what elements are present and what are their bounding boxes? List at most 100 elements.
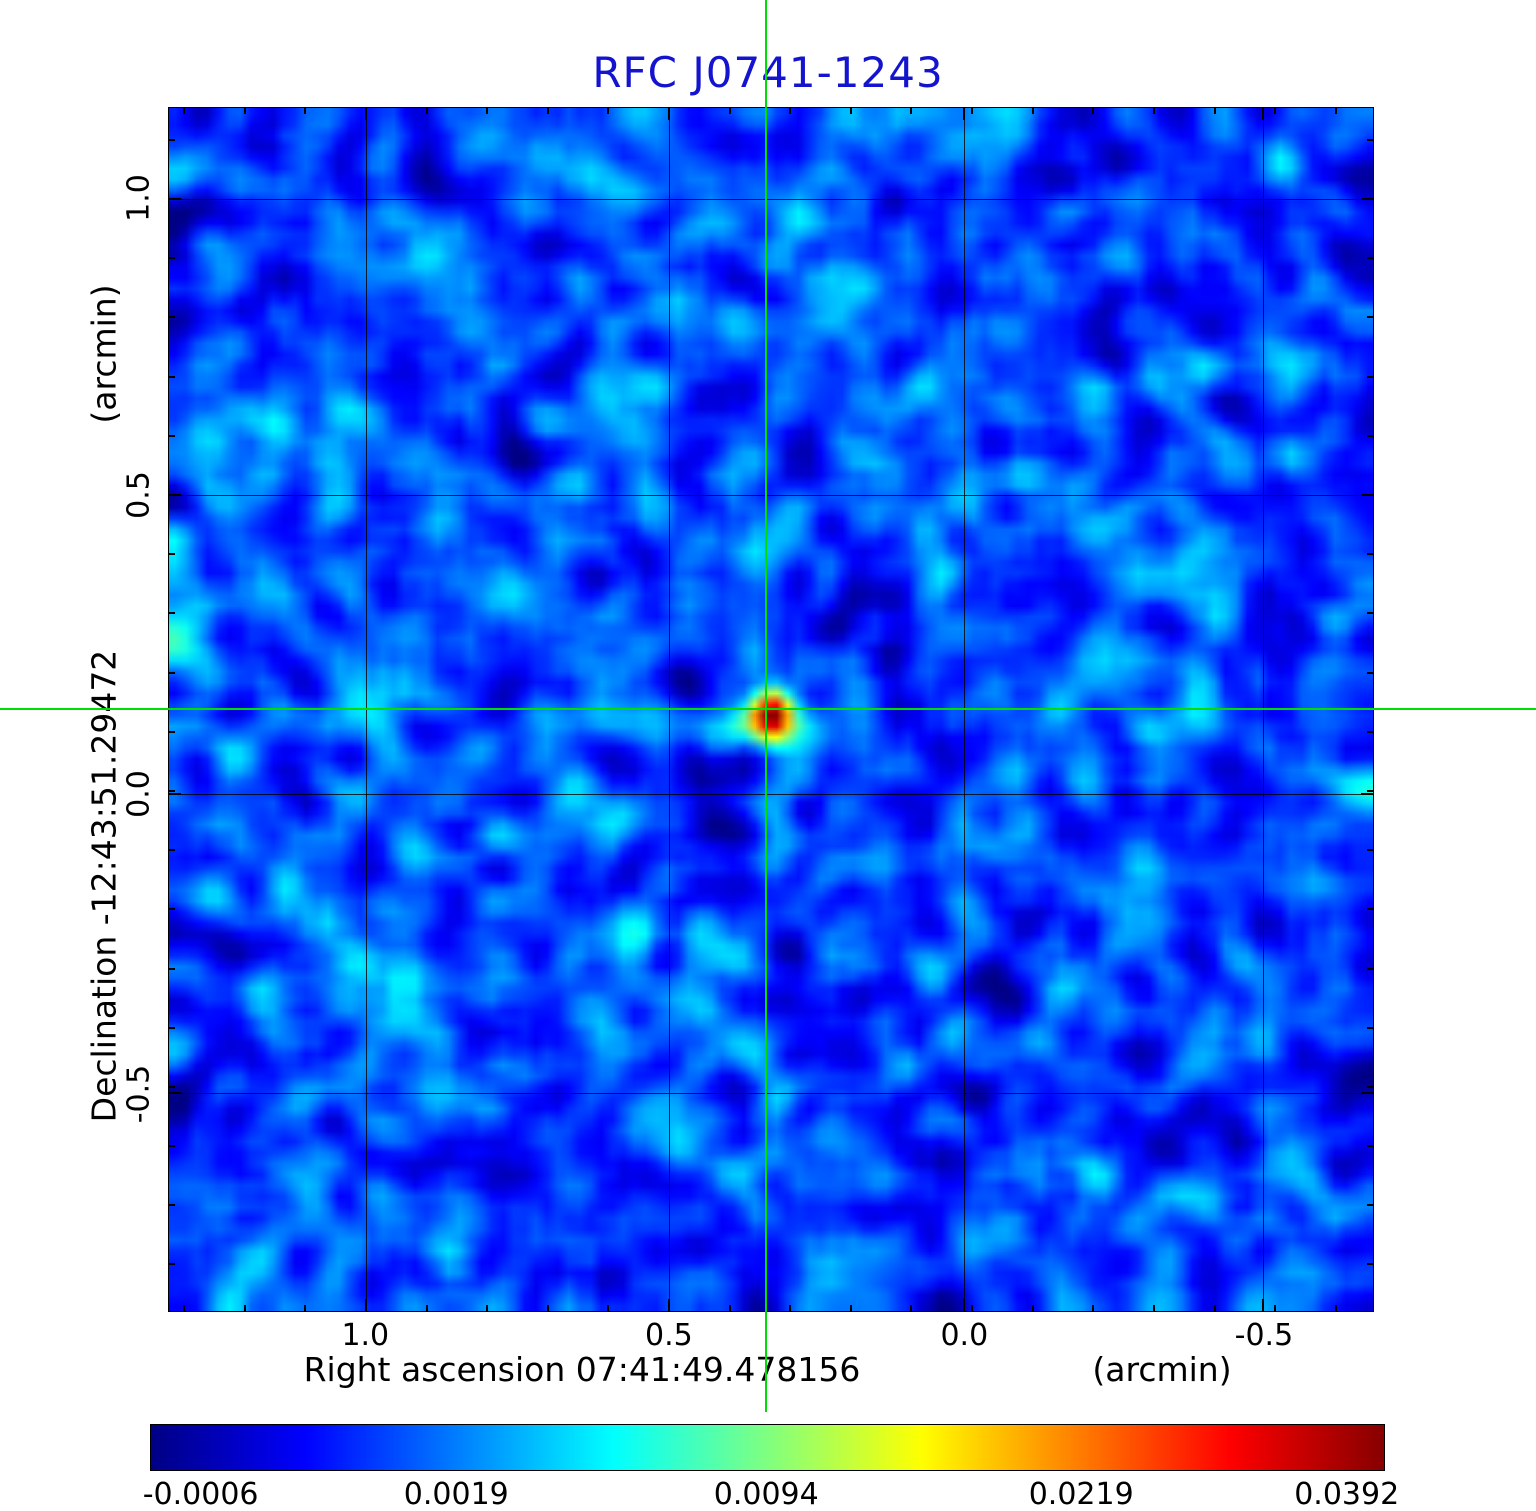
- axis-tick: [1367, 434, 1373, 437]
- axis-tick: [668, 108, 671, 120]
- axis-tick: [1367, 789, 1373, 792]
- axis-tick: [169, 967, 175, 970]
- axis-tick: [1367, 494, 1373, 496]
- axis-tick: [183, 108, 186, 114]
- axis-tick: [304, 1305, 307, 1311]
- axis-tick: [304, 108, 307, 114]
- axis-tick: [1274, 1305, 1277, 1311]
- axis-tick: [910, 108, 913, 114]
- colorbar-tick-label: 0.0019: [403, 1477, 509, 1511]
- axis-tick: [728, 1305, 731, 1311]
- axis-tick: [963, 1299, 965, 1311]
- gridline-horizontal: [169, 495, 1373, 496]
- axis-tick: [486, 1305, 489, 1311]
- axis-tick: [789, 108, 792, 114]
- y-tick-label: -0.5: [121, 1064, 157, 1123]
- axis-tick: [971, 1305, 974, 1311]
- axis-tick: [169, 849, 175, 852]
- crosshair-vertical: [765, 0, 768, 1412]
- axis-tick: [169, 553, 175, 556]
- axis-tick: [1274, 108, 1277, 114]
- axis-tick: [169, 789, 175, 792]
- axis-tick: [546, 108, 549, 114]
- axis-tick: [486, 108, 489, 114]
- axis-tick: [169, 494, 175, 496]
- axis-tick: [169, 198, 181, 201]
- colorbar-tick-label: 0.0392: [1294, 1477, 1400, 1511]
- axis-tick: [1367, 1263, 1373, 1266]
- x-axis-label: Right ascension 07:41:49.478156: [303, 1350, 861, 1389]
- x-tick-label: -0.5: [1234, 1318, 1294, 1353]
- axis-tick: [169, 792, 181, 795]
- axis-tick: [849, 108, 852, 114]
- axis-tick: [546, 1305, 549, 1311]
- axis-tick: [668, 1305, 671, 1311]
- axis-tick: [425, 1305, 428, 1311]
- axis-tick: [169, 1026, 175, 1029]
- y-tick-label: 0.5: [121, 470, 157, 519]
- y-axis-unit: (arcmin): [84, 284, 124, 424]
- axis-tick: [1367, 671, 1373, 674]
- axis-tick: [789, 1305, 792, 1311]
- axis-tick: [169, 908, 175, 911]
- axis-tick: [1334, 1305, 1337, 1311]
- axis-tick: [1213, 1305, 1216, 1311]
- axis-tick: [1367, 257, 1373, 260]
- axis-tick: [169, 730, 175, 733]
- y-axis-label: Declination -12:43:51.29472: [84, 649, 124, 1123]
- axis-tick: [1367, 138, 1373, 141]
- axis-tick: [1367, 1085, 1373, 1088]
- axis-tick: [169, 1091, 181, 1094]
- x-axis-unit: (arcmin): [1092, 1350, 1232, 1389]
- x-tick-label: 0.5: [644, 1318, 693, 1353]
- axis-tick: [1262, 108, 1265, 120]
- axis-tick: [963, 108, 965, 120]
- axis-tick: [1367, 612, 1373, 615]
- axis-tick: [364, 1305, 367, 1311]
- axis-tick: [607, 1305, 610, 1311]
- gridline-horizontal: [169, 1092, 1373, 1094]
- colorbar-tick-label: 0.0219: [1028, 1477, 1134, 1511]
- figure-title: RFC J0741-1243: [592, 48, 944, 97]
- axis-tick: [1361, 1091, 1373, 1094]
- axis-tick: [169, 1263, 175, 1266]
- axis-tick: [1367, 967, 1373, 970]
- axis-tick: [1367, 316, 1373, 319]
- axis-tick: [169, 671, 175, 674]
- axis-tick: [1367, 849, 1373, 852]
- colorbar: [150, 1424, 1385, 1471]
- axis-tick: [169, 1204, 175, 1207]
- axis-tick: [1367, 375, 1373, 378]
- axis-tick: [971, 108, 974, 114]
- axis-tick: [243, 108, 246, 114]
- gridline-horizontal: [169, 199, 1373, 201]
- axis-tick: [1152, 108, 1155, 114]
- axis-tick: [1334, 108, 1337, 114]
- axis-tick: [910, 1305, 913, 1311]
- axis-tick: [1031, 108, 1034, 114]
- axis-tick: [169, 198, 175, 201]
- axis-tick: [364, 108, 367, 120]
- axis-tick: [183, 1305, 186, 1311]
- x-tick-label: 0.0: [940, 1318, 989, 1353]
- axis-tick: [169, 316, 175, 319]
- axis-tick: [1031, 1305, 1034, 1311]
- colorbar-tick-label: -0.0006: [142, 1477, 259, 1511]
- axis-tick: [169, 138, 175, 141]
- axis-tick: [1092, 1305, 1095, 1311]
- x-tick-label: 1.0: [341, 1318, 390, 1353]
- axis-tick: [425, 108, 428, 114]
- axis-tick: [169, 1085, 175, 1088]
- axis-tick: [169, 1145, 175, 1148]
- axis-tick: [1367, 908, 1373, 911]
- axis-tick: [668, 108, 671, 114]
- axis-tick: [1361, 792, 1373, 795]
- axis-tick: [1213, 108, 1216, 114]
- y-tick-label: 0.0: [121, 770, 157, 818]
- axis-tick: [1262, 1299, 1265, 1311]
- axis-tick: [849, 1305, 852, 1311]
- axis-tick: [1367, 553, 1373, 556]
- axis-tick: [1367, 1145, 1373, 1148]
- axis-tick: [1367, 730, 1373, 733]
- axis-tick: [169, 375, 175, 378]
